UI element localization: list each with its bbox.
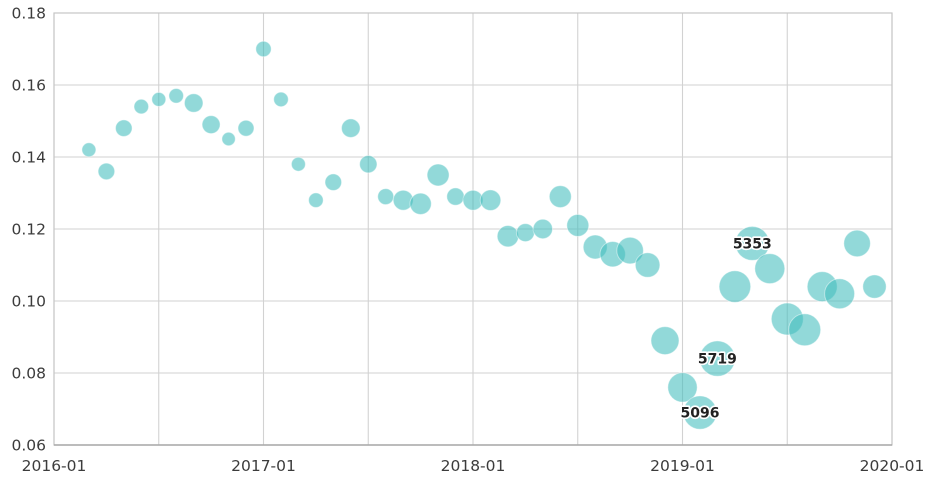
- data-point-bubble: [324, 173, 343, 191]
- data-point-bubble: [496, 225, 520, 248]
- x-tick-label: 2018-01: [441, 457, 506, 475]
- bubble-count-label: 5719: [698, 352, 737, 368]
- x-tick-label: 2016-01: [22, 457, 87, 475]
- data-point-bubble: [788, 313, 822, 347]
- data-point-bubble: [862, 274, 887, 299]
- data-point-bubble: [237, 119, 255, 137]
- data-point-bubble: [634, 252, 661, 278]
- data-point-bubble: [255, 40, 272, 58]
- data-point-bubble: [718, 270, 752, 303]
- data-point-bubble: [168, 88, 184, 104]
- data-point-bubble: [359, 155, 378, 174]
- y-tick-label: 0.12: [11, 221, 46, 239]
- data-point-bubble: [532, 218, 553, 240]
- data-point-bubble: [446, 187, 465, 206]
- axis-labels-layer: 0.06 0.08 0.10 0.12 0.14 0.16 0.18 2016-01 2017-…: [11, 5, 924, 476]
- grid-layer: [53, 12, 893, 446]
- data-point-bubble: [183, 93, 204, 113]
- y-tick-label: 0.08: [11, 365, 46, 383]
- data-point-bubble: [273, 91, 289, 108]
- data-point-bubble: [151, 91, 167, 107]
- x-tick-label: 2019-01: [650, 457, 715, 475]
- data-point-bubble: [843, 229, 871, 258]
- data-point-bubble: [566, 213, 590, 237]
- data-point-bubble: [308, 192, 324, 208]
- y-tick-label: 0.16: [11, 77, 46, 95]
- panel-border-layer: [53, 12, 893, 446]
- data-point-bubble: [548, 185, 572, 209]
- bubble-layer: [81, 40, 887, 430]
- bubble-count-label: 5353: [733, 236, 772, 252]
- data-point-bubble: [650, 326, 680, 356]
- y-tick-label: 0.18: [11, 5, 46, 23]
- data-point-bubble: [290, 156, 306, 172]
- data-point-bubble: [409, 192, 432, 216]
- data-point-bubble: [201, 115, 221, 135]
- data-point-bubble: [377, 188, 395, 206]
- data-point-bubble: [699, 340, 736, 377]
- data-point-bubble: [515, 223, 535, 243]
- bubble-count-label: 5096: [681, 406, 720, 422]
- data-point-bubble: [221, 131, 236, 147]
- data-point-bubble: [667, 372, 698, 403]
- data-point-bubble: [97, 162, 116, 181]
- x-tick-label: 2017-01: [231, 457, 296, 475]
- x-tick-label: 2020-01: [860, 457, 925, 475]
- data-point-bubble: [616, 236, 644, 265]
- y-tick-label: 0.10: [11, 293, 46, 311]
- data-point-bubble: [479, 189, 502, 211]
- data-point-bubble: [754, 253, 786, 285]
- data-point-bubble: [341, 118, 361, 138]
- data-point-bubble: [682, 395, 718, 430]
- y-tick-label: 0.06: [11, 437, 46, 455]
- data-point-bubble: [426, 163, 450, 187]
- annotations-layer: 5096 5719 5353: [679, 235, 773, 423]
- data-point-bubble: [115, 119, 133, 137]
- data-point-bubble: [81, 142, 97, 158]
- data-point-bubble: [133, 98, 150, 115]
- data-point-bubble: [734, 225, 770, 261]
- y-tick-label: 0.14: [11, 149, 46, 167]
- data-point-bubble: [824, 278, 856, 310]
